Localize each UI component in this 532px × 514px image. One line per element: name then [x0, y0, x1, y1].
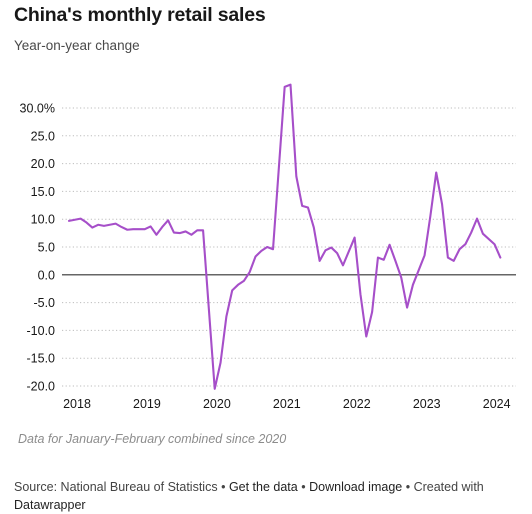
footer-separator: •	[405, 480, 411, 494]
x-axis-ticks: 2018 2019 2020 2021 2022 2023 2024	[63, 397, 511, 411]
chart-footer: Source: National Bureau of Statistics • …	[14, 478, 514, 514]
y-tick-label: 15.0	[31, 185, 55, 199]
chart-note: Data for January-February combined since…	[18, 432, 287, 446]
y-tick-label: 0.0	[38, 268, 55, 282]
gridlines	[62, 107, 516, 387]
y-tick-label: 30.0%	[20, 102, 55, 116]
line-chart: 30.0% 25.0 20.0 15.0 10.0 5.0 0.0 -5.0 -10.0 -15.…	[20, 83, 516, 411]
y-tick-label: 20.0	[31, 157, 55, 171]
x-tick-label: 2022	[343, 397, 371, 411]
created-with-text: Created with	[413, 480, 484, 494]
footer-separator: •	[221, 480, 226, 494]
y-tick-label: 5.0	[38, 241, 55, 255]
source-text: Source: National Bureau of Statistics	[14, 480, 218, 494]
y-tick-label: -20.0	[27, 380, 56, 394]
x-tick-label: 2021	[273, 397, 301, 411]
y-tick-label: 25.0	[31, 129, 55, 143]
download-image-link[interactable]: Download image	[309, 480, 403, 494]
series-line	[67, 83, 502, 390]
x-tick-label: 2020	[203, 397, 231, 411]
x-tick-label: 2019	[133, 397, 161, 411]
series-layer	[67, 83, 502, 390]
datawrapper-link[interactable]: Datawrapper	[14, 498, 86, 512]
y-tick-label: -10.0	[27, 324, 56, 338]
get-data-link[interactable]: Get the data	[228, 480, 298, 494]
y-tick-label: -15.0	[27, 352, 56, 366]
footer-separator: •	[301, 480, 306, 494]
y-axis-ticks: 30.0% 25.0 20.0 15.0 10.0 5.0 0.0 -5.0 -10.0 -15.…	[20, 102, 55, 394]
y-tick-label: -5.0	[33, 296, 55, 310]
y-tick-label: 10.0	[31, 213, 55, 227]
x-tick-label: 2018	[63, 397, 91, 411]
data-points	[68, 84, 502, 390]
x-tick-label: 2023	[413, 397, 441, 411]
chart-title: China's monthly retail sales	[14, 4, 266, 26]
chart-subtitle: Year-on-year change	[14, 38, 140, 53]
x-tick-label: 2024	[483, 397, 511, 411]
